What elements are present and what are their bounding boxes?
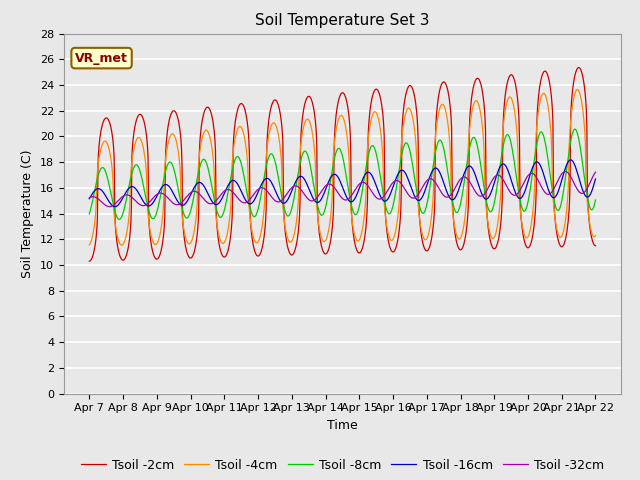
Tsoil -4cm [291, 230, 298, 236]
Tsoil -32cm [291, 183, 298, 189]
Tsoil -2cm [591, 243, 599, 249]
Tsoil -8cm [433, 141, 441, 147]
Line: Tsoil -4cm: Tsoil -4cm [90, 90, 595, 245]
Line: Tsoil -2cm: Tsoil -2cm [90, 68, 595, 261]
Tsoil -2cm [490, 245, 497, 251]
Tsoil -4cm [118, 242, 125, 248]
Line: Tsoil -32cm: Tsoil -32cm [90, 171, 595, 206]
Tsoil -8cm [291, 192, 298, 198]
Tsoil -4cm [573, 87, 581, 93]
Text: VR_met: VR_met [75, 51, 128, 65]
Tsoil -32cm [490, 175, 497, 181]
Legend: Tsoil -2cm, Tsoil -4cm, Tsoil -8cm, Tsoil -16cm, Tsoil -32cm: Tsoil -2cm, Tsoil -4cm, Tsoil -8cm, Tsoi… [76, 454, 609, 477]
Title: Soil Temperature Set 3: Soil Temperature Set 3 [255, 13, 429, 28]
Tsoil -16cm [433, 166, 441, 172]
Tsoil -8cm [481, 188, 488, 194]
Tsoil -32cm [138, 203, 145, 208]
Tsoil -2cm [308, 99, 316, 105]
Tsoil -2cm [433, 107, 441, 113]
Tsoil -8cm [591, 197, 599, 203]
Tsoil -32cm [309, 198, 317, 204]
Tsoil -2cm [480, 101, 488, 107]
Tsoil -16cm [567, 157, 575, 163]
Tsoil -8cm [115, 216, 123, 222]
Tsoil -4cm [481, 173, 488, 179]
Tsoil -16cm [481, 195, 488, 201]
X-axis label: Time: Time [327, 419, 358, 432]
Tsoil -32cm [106, 204, 113, 209]
Tsoil -2cm [86, 258, 93, 264]
Tsoil -8cm [86, 211, 93, 217]
Tsoil -16cm [138, 195, 145, 201]
Tsoil -32cm [481, 191, 488, 197]
Tsoil -2cm [290, 250, 298, 255]
Tsoil -2cm [575, 65, 582, 71]
Tsoil -16cm [490, 182, 497, 188]
Tsoil -8cm [309, 177, 317, 182]
Tsoil -16cm [309, 195, 317, 201]
Tsoil -16cm [591, 176, 599, 182]
Tsoil -32cm [591, 169, 599, 175]
Tsoil -32cm [86, 195, 93, 201]
Line: Tsoil -16cm: Tsoil -16cm [90, 160, 595, 207]
Tsoil -4cm [490, 235, 497, 241]
Tsoil -4cm [138, 138, 145, 144]
Tsoil -2cm [137, 112, 145, 118]
Tsoil -32cm [433, 183, 441, 189]
Line: Tsoil -8cm: Tsoil -8cm [90, 129, 595, 219]
Tsoil -32cm [561, 168, 569, 174]
Tsoil -4cm [591, 233, 599, 239]
Tsoil -16cm [291, 181, 298, 187]
Tsoil -4cm [86, 242, 93, 248]
Y-axis label: Soil Temperature (C): Soil Temperature (C) [22, 149, 35, 278]
Tsoil -16cm [86, 196, 93, 202]
Tsoil -4cm [433, 117, 441, 122]
Tsoil -8cm [490, 203, 497, 208]
Tsoil -8cm [571, 126, 579, 132]
Tsoil -4cm [309, 132, 317, 138]
Tsoil -8cm [138, 174, 145, 180]
Tsoil -16cm [111, 204, 119, 210]
